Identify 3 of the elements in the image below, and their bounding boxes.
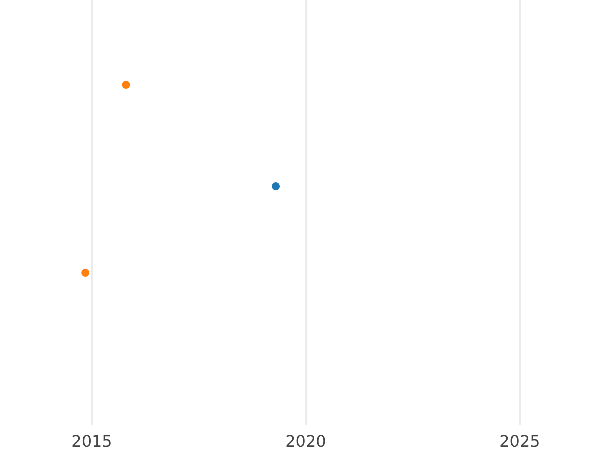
x-tick-label: 2020 bbox=[286, 432, 326, 450]
x-tick-label: 2025 bbox=[500, 432, 540, 450]
x-tick-label: 2015 bbox=[72, 432, 112, 450]
